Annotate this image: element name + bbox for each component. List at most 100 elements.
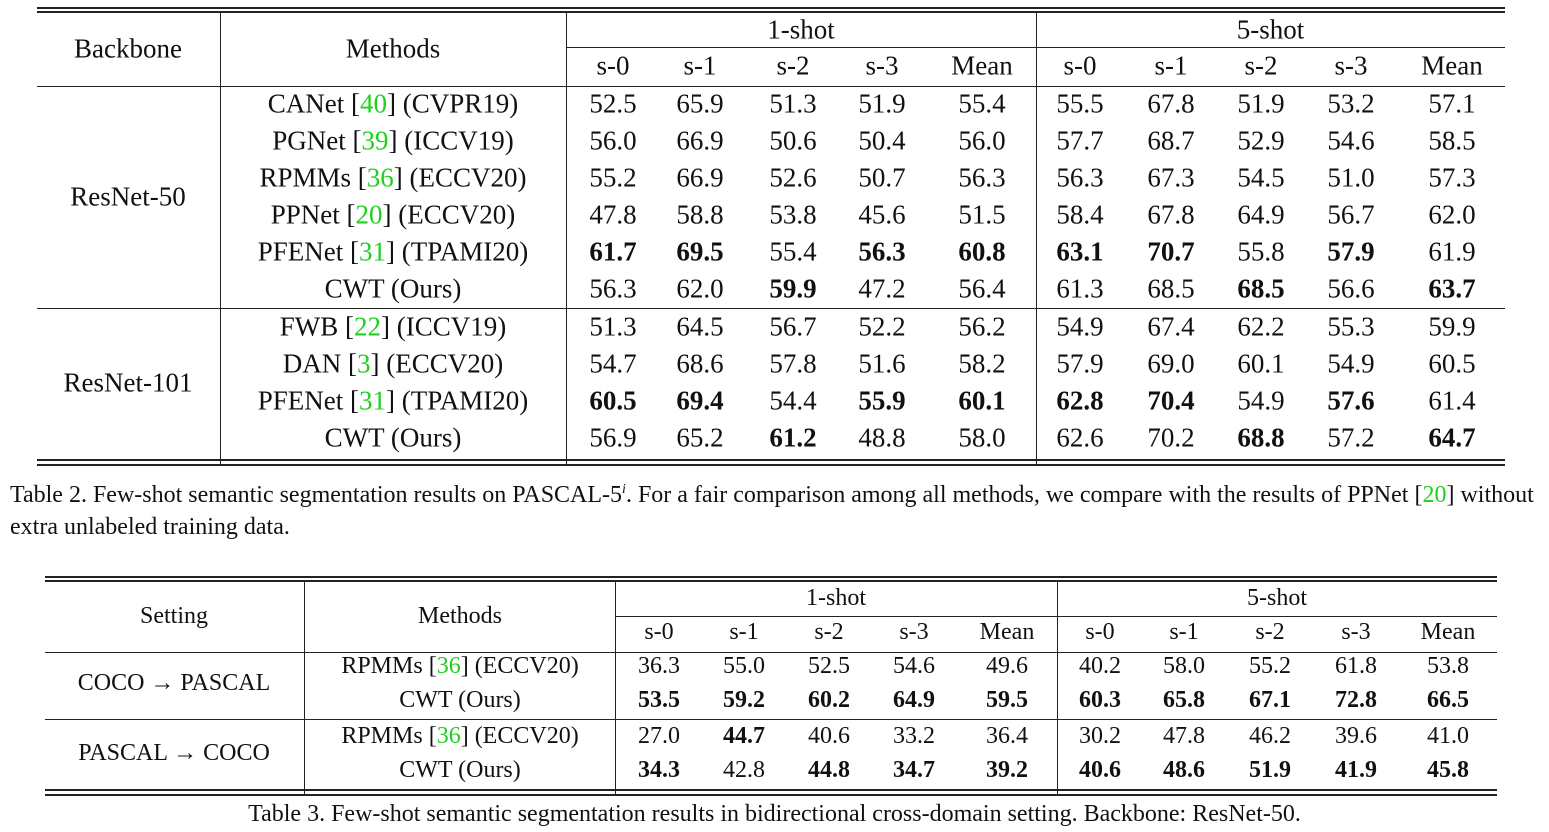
- value-cell: 47.8: [589, 199, 637, 230]
- rule: [1057, 580, 1059, 794]
- value-cell: 56.4: [958, 273, 1006, 304]
- value-cell: 54.6: [1327, 125, 1375, 156]
- method-cell: PPNet [20] (ECCV20): [270, 199, 516, 230]
- method-cell: CWT (Ours): [399, 687, 521, 713]
- value-cell: 58.8: [676, 199, 724, 230]
- value-cell: 57.7: [1056, 125, 1104, 156]
- method-cell: CANet [40] (CVPR19): [267, 88, 519, 119]
- value-cell: 56.0: [958, 125, 1006, 156]
- value-cell: 56.0: [589, 125, 637, 156]
- value-cell: 52.2: [858, 311, 906, 342]
- rule: [45, 794, 1497, 796]
- value-cell: 70.4: [1147, 385, 1195, 416]
- value-cell: 51.3: [769, 88, 817, 119]
- value-cell: 68.5: [1147, 273, 1195, 304]
- value-cell: 51.9: [858, 88, 906, 119]
- value-cell: 47.2: [858, 273, 906, 304]
- subcolumn-header: Mean: [1420, 619, 1476, 645]
- value-cell: 52.5: [808, 653, 850, 679]
- method-cell: RPMMs [36] (ECCV20): [341, 723, 579, 749]
- method-cell: PFENet [31] (TPAMI20): [257, 385, 529, 416]
- rule: [304, 580, 306, 794]
- rule: [45, 789, 1497, 791]
- rule: [45, 576, 1497, 578]
- value-cell: 67.8: [1147, 199, 1195, 230]
- value-cell: 56.6: [1327, 273, 1375, 304]
- value-cell: 61.3: [1056, 273, 1104, 304]
- value-cell: 72.8: [1335, 687, 1377, 713]
- value-cell: 57.3: [1428, 162, 1476, 193]
- section-label: PASCAL → COCO: [78, 740, 270, 766]
- method-cell: RPMMs [36] (ECCV20): [341, 653, 579, 679]
- method-cell: DAN [3] (ECCV20): [282, 348, 504, 379]
- value-cell: 64.5: [676, 311, 724, 342]
- value-cell: 67.8: [1147, 88, 1195, 119]
- value-cell: 50.4: [858, 125, 906, 156]
- section-label: ResNet-50: [70, 181, 186, 211]
- value-cell: 60.3: [1079, 687, 1121, 713]
- subcolumn-header: Mean: [1421, 50, 1483, 81]
- caption-text: Table 2. Few-shot semantic segmentation …: [10, 482, 623, 508]
- value-cell: 55.2: [589, 162, 637, 193]
- value-cell: 56.3: [589, 273, 637, 304]
- value-cell: 41.9: [1335, 757, 1377, 783]
- value-cell: 61.9: [1428, 236, 1476, 267]
- value-cell: 69.0: [1147, 348, 1195, 379]
- subcolumn-header: s-2: [814, 619, 844, 645]
- column-header: Backbone: [74, 33, 182, 63]
- caption-sup: i: [622, 482, 626, 497]
- subcolumn-header: s-0: [596, 50, 630, 81]
- value-cell: 58.0: [1163, 653, 1205, 679]
- subcolumn-header: s-0: [644, 619, 674, 645]
- subcolumn-header: s-2: [1255, 619, 1285, 645]
- rule: [1036, 11, 1038, 464]
- subcolumn-header: s-3: [1334, 50, 1368, 81]
- value-cell: 67.1: [1249, 687, 1291, 713]
- method-cell: RPMMs [36] (ECCV20): [259, 162, 527, 193]
- value-cell: 55.3: [1327, 311, 1375, 342]
- value-cell: 57.9: [1327, 236, 1375, 267]
- value-cell: 70.7: [1147, 236, 1195, 267]
- value-cell: 47.8: [1163, 723, 1205, 749]
- value-cell: 48.6: [1163, 757, 1205, 783]
- subcolumn-header: s-3: [865, 50, 899, 81]
- value-cell: 55.4: [769, 236, 817, 267]
- rule: [45, 652, 1497, 654]
- value-cell: 58.2: [958, 348, 1006, 379]
- value-cell: 56.3: [958, 162, 1006, 193]
- value-cell: 58.4: [1056, 199, 1104, 230]
- method-cell: CWT (Ours): [399, 757, 521, 783]
- value-cell: 44.8: [808, 757, 850, 783]
- value-cell: 62.0: [676, 273, 724, 304]
- column-header: Methods: [345, 33, 441, 63]
- value-cell: 36.4: [986, 723, 1028, 749]
- value-cell: 41.0: [1427, 723, 1469, 749]
- value-cell: 30.2: [1079, 723, 1121, 749]
- subcolumn-header: Mean: [951, 50, 1013, 81]
- value-cell: 65.2: [676, 422, 724, 453]
- value-cell: 60.8: [958, 236, 1006, 267]
- value-cell: 46.2: [1249, 723, 1291, 749]
- rule: [566, 47, 1505, 49]
- value-cell: 39.2: [986, 757, 1028, 783]
- value-cell: 59.2: [723, 687, 765, 713]
- value-cell: 68.8: [1237, 422, 1285, 453]
- subcolumn-header: s-0: [1063, 50, 1097, 81]
- value-cell: 51.0: [1327, 162, 1375, 193]
- value-cell: 62.8: [1056, 385, 1104, 416]
- value-cell: 53.5: [638, 687, 680, 713]
- value-cell: 61.7: [589, 236, 637, 267]
- value-cell: 61.4: [1428, 385, 1476, 416]
- value-cell: 55.5: [1056, 88, 1104, 119]
- group-header: 1-shot: [806, 585, 866, 611]
- value-cell: 59.5: [986, 687, 1028, 713]
- value-cell: 44.7: [723, 723, 765, 749]
- rule: [37, 459, 1505, 461]
- rule: [45, 580, 1497, 582]
- rule: [220, 11, 222, 464]
- value-cell: 50.7: [858, 162, 906, 193]
- rule: [615, 616, 1497, 618]
- value-cell: 53.8: [769, 199, 817, 230]
- rule: [37, 464, 1505, 466]
- value-cell: 67.3: [1147, 162, 1195, 193]
